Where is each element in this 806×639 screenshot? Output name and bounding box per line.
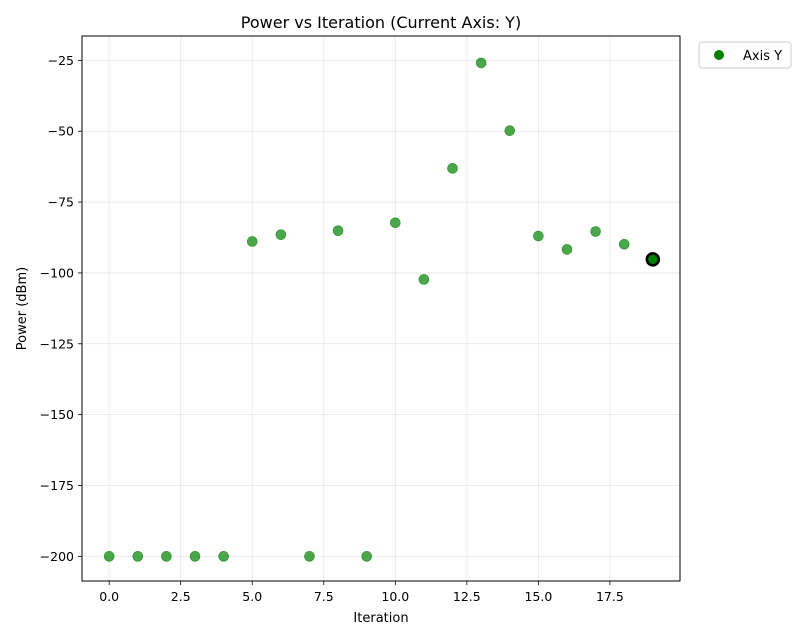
current-point-highlight (645, 252, 661, 267)
data-point (447, 163, 458, 174)
x-tick-label: 2.5 (171, 589, 191, 604)
x-tick-label: 0.0 (99, 589, 119, 604)
x-tick-label: 17.5 (596, 589, 624, 604)
data-point (189, 551, 201, 562)
x-tick-label: 12.5 (453, 589, 481, 604)
data-point (218, 551, 229, 562)
data-point (275, 229, 287, 240)
data-point (132, 551, 144, 562)
data-point (504, 125, 516, 136)
data-point (246, 236, 258, 247)
y-tick-label: −25 (48, 53, 74, 68)
data-point (161, 551, 172, 562)
x-axis: 0.0 2.5 5.0 7.5 10.0 12.5 15.0 17.5 (99, 581, 624, 604)
legend-frame (698, 41, 792, 69)
y-tick-label: −150 (40, 407, 74, 422)
data-point (103, 551, 115, 562)
data-point (332, 225, 344, 237)
x-tick-label: 15.0 (524, 589, 552, 604)
data-point (561, 244, 573, 255)
data-points (103, 57, 661, 562)
data-point (304, 551, 315, 562)
chart-title: Power vs Iteration (Current Axis: Y) (241, 13, 521, 32)
x-tick-label: 10.0 (381, 589, 409, 604)
x-axis-label: Iteration (353, 611, 408, 626)
y-tick-label: −200 (40, 549, 74, 564)
legend-label-axis-y: Axis Y (743, 49, 782, 64)
data-point (475, 57, 487, 69)
legend: Axis Y (698, 41, 792, 69)
plot-area-frame (81, 35, 681, 582)
data-point (590, 226, 601, 237)
grid-lines (82, 36, 680, 581)
y-tick-label: −50 (48, 124, 74, 139)
data-point (418, 274, 430, 285)
x-tick-label: 7.5 (314, 589, 334, 604)
data-point (618, 239, 630, 250)
y-tick-label: −75 (48, 195, 74, 210)
x-tick-label: 5.0 (242, 589, 262, 604)
y-tick-label: −175 (40, 478, 74, 493)
data-point (361, 551, 372, 562)
legend-marker (714, 50, 724, 60)
y-tick-label: −100 (40, 265, 74, 280)
y-axis: −25 −50 −75 −100 −125 −150 −175 −200 (40, 53, 82, 564)
y-tick-label: −125 (40, 336, 74, 351)
data-point (390, 217, 401, 229)
y-axis-label: Power (dBm) (15, 267, 30, 350)
data-point (533, 230, 544, 242)
